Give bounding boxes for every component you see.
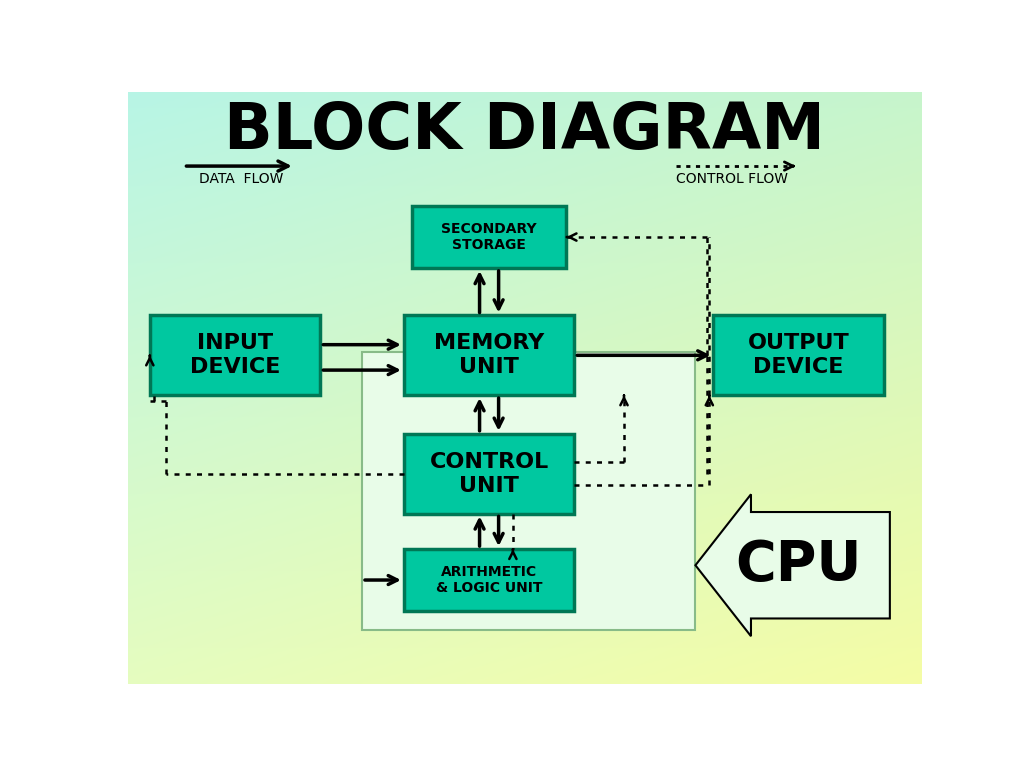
Text: CONTROL FLOW: CONTROL FLOW (676, 172, 787, 186)
Text: INPUT
DEVICE: INPUT DEVICE (189, 333, 281, 377)
FancyBboxPatch shape (714, 316, 884, 396)
FancyBboxPatch shape (362, 353, 695, 631)
Polygon shape (695, 495, 890, 636)
Text: SECONDARY
STORAGE: SECONDARY STORAGE (441, 222, 537, 253)
Text: ARITHMETIC
& LOGIC UNIT: ARITHMETIC & LOGIC UNIT (436, 564, 543, 595)
Text: CONTROL
UNIT: CONTROL UNIT (429, 452, 549, 495)
FancyBboxPatch shape (403, 549, 574, 611)
Text: CPU: CPU (735, 538, 862, 592)
FancyBboxPatch shape (403, 316, 574, 396)
FancyBboxPatch shape (412, 206, 566, 268)
Text: OUTPUT
DEVICE: OUTPUT DEVICE (748, 333, 850, 377)
FancyBboxPatch shape (403, 434, 574, 514)
Text: BLOCK DIAGRAM: BLOCK DIAGRAM (224, 100, 825, 161)
Text: MEMORY
UNIT: MEMORY UNIT (434, 333, 544, 377)
Text: DATA  FLOW: DATA FLOW (200, 172, 284, 186)
FancyBboxPatch shape (150, 316, 321, 396)
